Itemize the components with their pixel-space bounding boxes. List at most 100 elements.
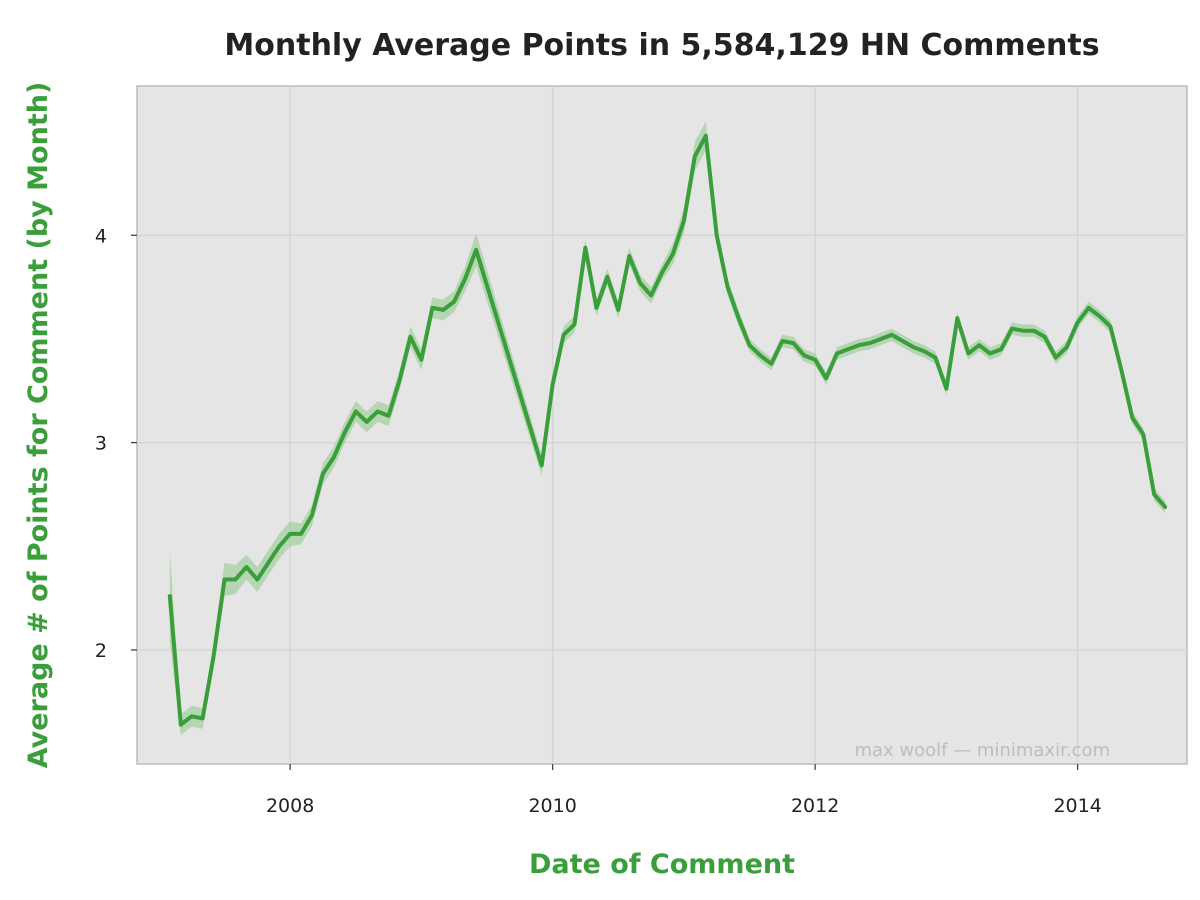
y-axis-ticks: 2 3 4	[95, 225, 137, 662]
data-point	[1163, 505, 1167, 509]
data-point	[386, 414, 391, 418]
data-point	[572, 322, 577, 327]
data-point	[179, 723, 183, 727]
data-point	[419, 358, 423, 362]
data-point	[682, 219, 686, 223]
data-point	[911, 345, 916, 349]
data-point	[343, 430, 347, 434]
data-point	[1043, 335, 1047, 339]
data-point	[901, 339, 905, 343]
plot-panel	[136, 85, 1188, 765]
data-point	[1141, 432, 1145, 436]
data-point	[813, 358, 817, 362]
y-tick-label: 4	[95, 225, 107, 247]
data-point	[452, 300, 456, 304]
y-axis-title: Average # of Points for Comment (by Mont…	[23, 82, 54, 769]
x-tick-label: 2010	[528, 795, 576, 817]
data-point	[933, 356, 938, 360]
data-point	[944, 387, 948, 391]
data-point	[354, 409, 358, 414]
data-point	[277, 544, 281, 548]
data-point	[605, 275, 609, 279]
watermark: max woolf — minimaxir.com	[854, 740, 1110, 761]
data-point	[540, 463, 544, 468]
data-point	[857, 343, 861, 347]
data-point	[780, 339, 784, 343]
data-point	[660, 271, 664, 275]
data-point	[802, 353, 806, 358]
data-point	[715, 233, 719, 237]
data-point	[1108, 324, 1113, 329]
data-point	[736, 316, 741, 320]
data-point	[376, 409, 380, 414]
data-point	[649, 293, 653, 298]
data-point	[758, 353, 763, 358]
data-point	[233, 577, 238, 582]
data-point	[966, 351, 970, 356]
data-point	[594, 306, 598, 310]
data-point	[430, 306, 434, 310]
data-point	[266, 561, 270, 565]
data-point	[190, 714, 194, 718]
data-point	[1119, 368, 1123, 372]
data-point	[1021, 329, 1025, 333]
grid-lines	[137, 86, 1187, 764]
data-point	[1086, 306, 1091, 310]
data-point	[299, 532, 303, 536]
data-point	[704, 134, 708, 138]
data-point	[835, 351, 839, 356]
data-point	[868, 341, 872, 345]
data-point	[1010, 326, 1014, 331]
data-point	[1152, 492, 1156, 497]
data-point	[255, 577, 259, 582]
x-tick-label: 2008	[266, 795, 314, 817]
data-point	[321, 472, 325, 476]
data-point	[922, 349, 927, 353]
data-point	[1065, 345, 1069, 349]
data-point	[211, 654, 216, 658]
y-tick-label: 2	[95, 640, 107, 662]
data-point	[474, 248, 478, 252]
x-tick-label: 2014	[1053, 795, 1101, 817]
data-point	[988, 351, 992, 356]
data-point	[769, 362, 773, 366]
data-point	[977, 343, 981, 347]
data-point	[222, 577, 227, 582]
data-point	[890, 333, 894, 337]
data-point	[627, 254, 631, 258]
data-point	[879, 337, 883, 341]
data-point	[846, 347, 850, 351]
data-point	[441, 308, 445, 312]
data-point	[955, 316, 959, 320]
data-point	[397, 378, 402, 383]
data-point	[365, 420, 369, 424]
chart-title: Monthly Average Points in 5,584,129 HN C…	[224, 28, 1099, 63]
data-point	[1097, 314, 1102, 318]
data-point	[638, 281, 642, 285]
data-point	[747, 343, 752, 347]
data-point	[561, 333, 566, 337]
data-point	[463, 277, 467, 281]
data-point	[332, 455, 336, 459]
data-point	[1130, 416, 1134, 420]
data-point	[1032, 329, 1036, 333]
data-point	[551, 382, 555, 387]
data-points	[168, 134, 1167, 727]
data-point	[693, 154, 697, 159]
data-point	[791, 341, 795, 345]
data-point	[583, 246, 588, 250]
data-point	[1054, 356, 1058, 360]
x-tick-label: 2012	[791, 795, 839, 817]
confidence-band	[169, 121, 1166, 735]
data-point	[201, 716, 205, 720]
data-point	[288, 532, 292, 536]
data-point	[999, 347, 1003, 351]
x-axis-title: Date of Comment	[529, 849, 795, 880]
x-axis-ticks: 2008 2010 2012 2014	[266, 764, 1102, 817]
data-point	[408, 335, 413, 339]
data-point	[1076, 320, 1080, 324]
y-tick-label: 3	[95, 433, 107, 455]
data-point	[168, 594, 172, 598]
data-point	[310, 513, 314, 517]
